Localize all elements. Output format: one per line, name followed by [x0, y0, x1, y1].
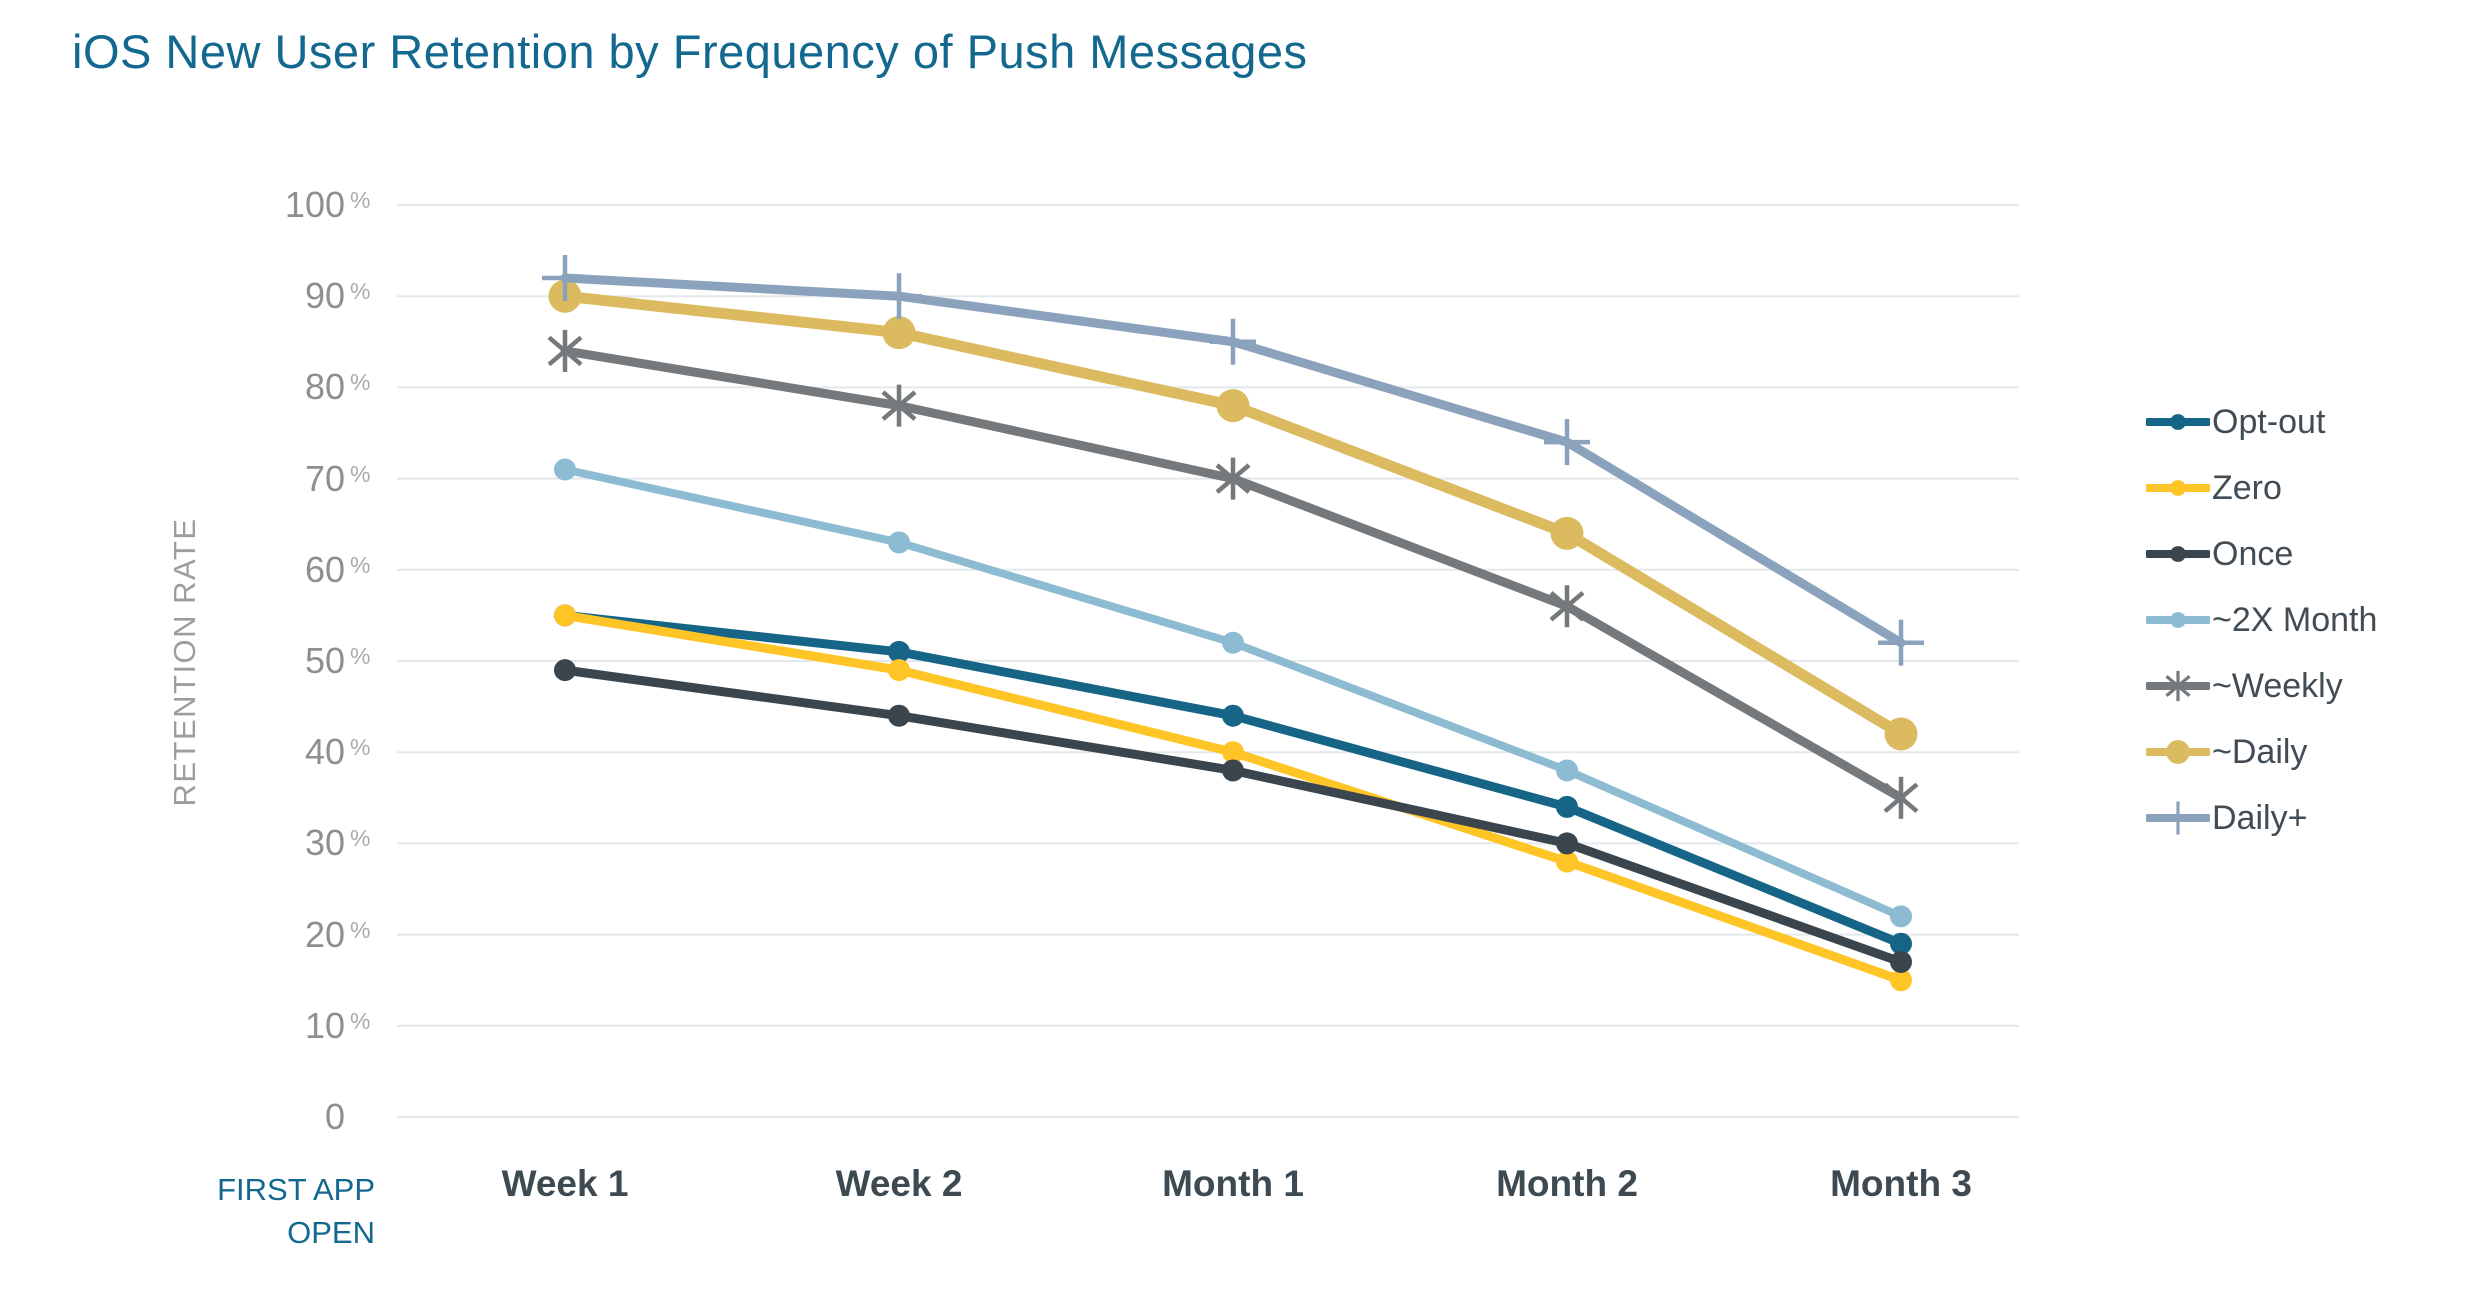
y-tick-percent-sign: %	[350, 551, 371, 578]
x-tick-label-week-1: Week 1	[501, 1163, 629, 1204]
series-marker-circle	[888, 704, 910, 727]
series-marker-circle	[1556, 832, 1578, 855]
legend-label: ~Weekly	[2212, 666, 2343, 705]
y-tick-number: 10	[304, 1004, 345, 1046]
y-tick-percent-sign: %	[350, 825, 371, 852]
legend-label: Daily+	[2212, 798, 2308, 837]
series-marker-circle	[1556, 759, 1578, 782]
legend-item--2x-month: ~2X Month	[2146, 598, 2377, 642]
series-marker-circle	[554, 659, 576, 682]
y-tick-number: 0	[324, 1096, 345, 1137]
series-marker-asterisk	[1883, 782, 1919, 814]
series-marker-big-circle	[1884, 717, 1918, 751]
y-tick-label-100: 100%	[120, 181, 380, 229]
series-marker-circle	[888, 531, 910, 554]
y-tick-label-20: 20%	[120, 911, 380, 959]
legend-item--weekly: ~Weekly	[2146, 664, 2343, 708]
series-marker-big-circle	[1216, 389, 1250, 423]
line-chart-plot-area	[397, 204, 2019, 1118]
series-marker-big-circle	[882, 316, 916, 350]
x-axis-origin-label: FIRST APP OPEN	[217, 1172, 375, 1250]
y-tick-label-40: 40%	[120, 728, 380, 776]
series-line-Zero	[560, 610, 1906, 985]
y-tick-number: 100	[284, 184, 345, 225]
series-marker-circle	[1556, 795, 1578, 818]
y-tick-percent-sign: %	[350, 734, 371, 761]
legend-item-opt-out: Opt-out	[2146, 400, 2325, 444]
series-marker-circle	[2170, 480, 2186, 496]
legend-swatch-icon	[2146, 414, 2210, 430]
series-marker-circle	[1556, 850, 1578, 873]
series-marker-circle	[1890, 905, 1912, 928]
y-tick-percent-sign: %	[350, 1007, 371, 1034]
series-marker-circle	[1890, 950, 1912, 973]
series-marker-big-circle	[1550, 516, 1584, 550]
legend-label: Opt-out	[2212, 402, 2326, 441]
series-marker-circle	[1222, 741, 1244, 764]
legend-label: Once	[2212, 534, 2294, 573]
series-marker-circle	[2170, 612, 2186, 628]
series-marker-circle	[1222, 759, 1244, 782]
y-tick-percent-sign: %	[350, 460, 371, 487]
page-title: iOS New User Retention by Frequency of P…	[72, 25, 1308, 78]
legend-swatch-icon	[2146, 670, 2210, 702]
legend-label: ~2X Month	[2212, 600, 2378, 639]
y-tick-label-50: 50%	[120, 637, 380, 685]
legend-swatch-icon	[2146, 546, 2210, 562]
y-tick-percent-sign: %	[350, 278, 371, 305]
series-marker-circle	[2170, 414, 2186, 430]
y-tick-label-70: 70%	[120, 455, 380, 503]
series-marker-circle	[1222, 631, 1244, 654]
series-marker-asterisk	[547, 335, 583, 367]
series-marker-asterisk	[881, 390, 917, 421]
series-marker-circle	[1222, 704, 1244, 727]
series-marker-asterisk	[1215, 463, 1251, 494]
legend-item-once: Once	[2146, 532, 2293, 576]
series-marker-circle	[888, 640, 910, 663]
legend-swatch-icon	[2146, 740, 2210, 764]
y-tick-percent-sign: %	[350, 643, 371, 669]
series-marker-circle	[2170, 546, 2186, 562]
y-tick-label-90: 90%	[120, 272, 380, 320]
series-marker-asterisk	[2165, 675, 2191, 697]
y-tick-label-10: 10%	[120, 1002, 380, 1050]
legend-label: Zero	[2212, 468, 2282, 507]
legend-item--daily: ~Daily	[2146, 730, 2307, 774]
series-marker-circle	[888, 659, 910, 682]
y-tick-number: 20	[304, 913, 345, 955]
series-marker-circle	[554, 604, 576, 627]
legend-item-zero: Zero	[2146, 466, 2282, 510]
series-line-~2X Month	[561, 465, 1905, 921]
x-tick-label-month-2: Month 2	[1496, 1163, 1638, 1204]
legend-swatch-icon	[2146, 612, 2210, 628]
y-tick-label-80: 80%	[120, 363, 380, 411]
y-tick-number: 90	[304, 275, 345, 317]
x-tick-label-month-1: Month 1	[1162, 1163, 1304, 1204]
y-tick-number: 60	[304, 548, 345, 590]
legend-item-daily-: Daily+	[2146, 796, 2307, 840]
y-tick-percent-sign: %	[350, 369, 371, 396]
y-tick-label-30: 30%	[120, 819, 380, 867]
y-tick-number: 70	[304, 457, 345, 499]
series-marker-circle	[1890, 932, 1912, 955]
y-tick-number: 30	[304, 822, 345, 864]
y-tick-label-60: 60%	[120, 546, 380, 594]
y-tick-percent-sign: %	[350, 187, 371, 213]
y-tick-number: 50	[304, 640, 345, 681]
series-marker-asterisk	[1549, 591, 1585, 622]
legend-swatch-icon	[2146, 801, 2210, 835]
series-marker-circle	[554, 458, 576, 481]
y-tick-percent-sign: %	[350, 916, 371, 943]
series-marker-big-circle	[2166, 740, 2190, 764]
x-tick-label-week-2: Week 2	[835, 1163, 963, 1204]
y-tick-number: 40	[304, 731, 345, 773]
x-tick-label-month-3: Month 3	[1830, 1163, 1972, 1204]
y-tick-label-0: 0	[120, 1093, 380, 1141]
legend-swatch-icon	[2146, 480, 2210, 496]
series-marker-circle	[1890, 969, 1912, 992]
legend-label: ~Daily	[2212, 732, 2308, 771]
y-tick-number: 80	[304, 366, 345, 408]
